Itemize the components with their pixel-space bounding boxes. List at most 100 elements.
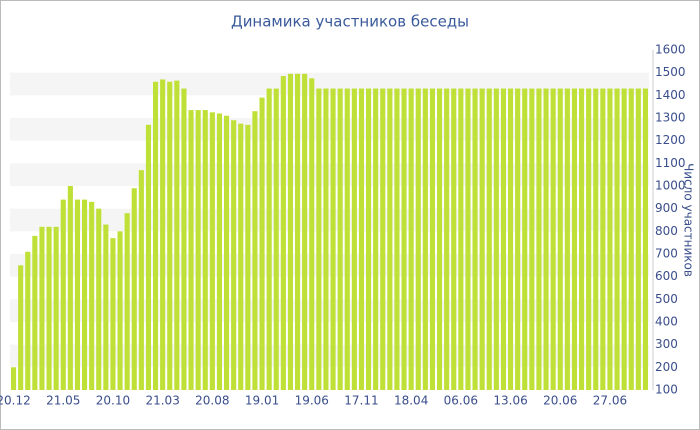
bar (160, 79, 166, 390)
bar (500, 88, 507, 391)
bar (309, 78, 315, 390)
bar (351, 88, 357, 391)
bar (152, 81, 159, 390)
bar (330, 88, 336, 391)
bar (529, 88, 535, 391)
x-tick-label: 18.04 (394, 394, 428, 408)
x-tick-label: 20.10 (96, 394, 130, 408)
bar (39, 226, 45, 390)
y-tick-label: 1200 (655, 133, 686, 147)
bar (493, 88, 499, 391)
bar (337, 88, 343, 391)
x-tick-label: 19.01 (245, 394, 279, 408)
y-tick-label: 900 (655, 201, 678, 215)
chart-title: Динамика участников беседы (231, 13, 469, 31)
y-tick-label: 1000 (655, 179, 686, 193)
x-tick-label: 20.12 (0, 394, 31, 408)
bar (436, 88, 443, 391)
bar (181, 88, 187, 391)
y-tick-label: 600 (655, 269, 678, 283)
bar (444, 88, 450, 391)
bar (550, 88, 556, 391)
bar (231, 120, 237, 391)
bar (89, 201, 95, 390)
x-tick-label: 21.03 (145, 394, 179, 408)
bar (628, 88, 634, 391)
bar (110, 238, 116, 390)
bar (209, 112, 215, 390)
y-tick-label: 400 (655, 315, 678, 329)
bar (245, 124, 251, 391)
bar (578, 88, 585, 391)
y-tick-label: 200 (655, 360, 678, 374)
bar (365, 88, 372, 391)
bar (103, 224, 109, 390)
bar (323, 88, 329, 391)
bar (252, 111, 258, 390)
x-tick-label: 06.06 (444, 394, 478, 408)
bar (53, 226, 59, 390)
bar (465, 88, 471, 391)
bar (635, 88, 641, 391)
bar (507, 88, 514, 391)
bar (195, 110, 201, 391)
bar (536, 88, 542, 391)
y-tick-label: 500 (655, 292, 678, 306)
y-tick-label: 800 (655, 224, 678, 238)
bar (593, 88, 599, 391)
x-tick-label: 27.06 (593, 394, 627, 408)
bar (18, 265, 24, 390)
bar (621, 88, 627, 391)
bar (600, 88, 606, 391)
bar (358, 88, 365, 391)
bar (564, 88, 570, 391)
y-tick-label: 1100 (655, 156, 686, 170)
y-tick-label: 1600 (655, 43, 686, 57)
bar (280, 76, 286, 391)
bar (642, 88, 649, 391)
bar (408, 88, 414, 391)
bar (479, 88, 485, 391)
bar (46, 226, 52, 390)
x-tick-label: 20.08 (195, 394, 229, 408)
y-tick-label: 1400 (655, 88, 686, 102)
bar (373, 88, 379, 391)
bar (266, 88, 272, 391)
bar (607, 88, 613, 391)
x-tick-label: 17.11 (344, 394, 378, 408)
bar (543, 88, 549, 391)
bar (316, 88, 322, 391)
bar (344, 88, 350, 391)
bar (486, 88, 492, 391)
bar (458, 88, 464, 391)
y-tick-label: 100 (655, 383, 678, 397)
bar (387, 88, 393, 391)
x-tick-label: 19.06 (295, 394, 329, 408)
bar (238, 123, 244, 391)
bar (32, 235, 38, 390)
y-tick-label: 700 (655, 247, 678, 261)
bar (394, 88, 400, 391)
bar (60, 199, 66, 390)
y-tick-label: 1300 (655, 111, 686, 125)
bar (429, 88, 436, 391)
bar (74, 199, 81, 390)
y-tick-label: 1500 (655, 65, 686, 79)
bar (287, 73, 294, 391)
bar (259, 97, 265, 390)
bar (174, 80, 180, 390)
bar (515, 88, 521, 391)
bar (586, 88, 592, 391)
bar (302, 73, 308, 391)
bar (472, 88, 478, 391)
bar (273, 88, 279, 391)
bar (202, 110, 208, 391)
bar (188, 110, 194, 391)
x-tick-label: 20.06 (543, 394, 577, 408)
bar (614, 88, 620, 391)
bar (557, 88, 563, 391)
bar (67, 186, 73, 390)
x-tick-label: 13.06 (493, 394, 527, 408)
bar (401, 88, 407, 391)
